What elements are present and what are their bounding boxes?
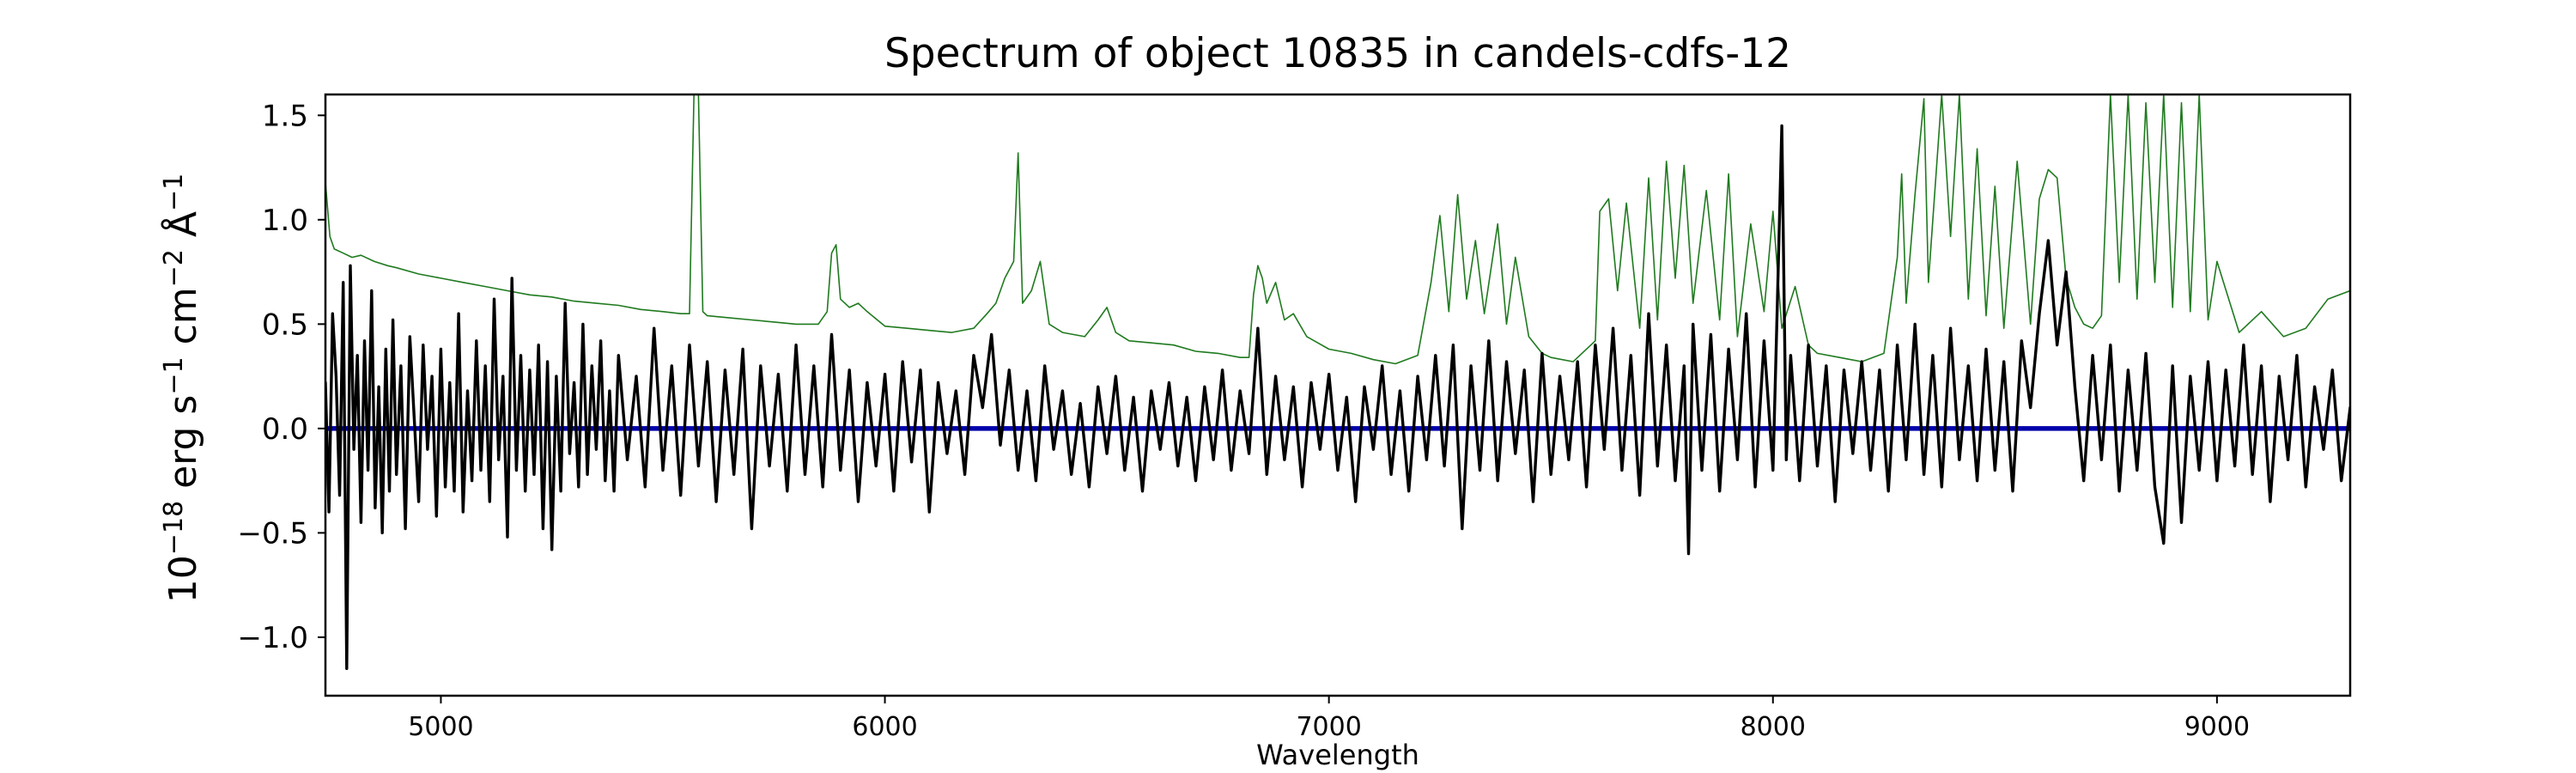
x-tick-label: 6000 [852,712,917,742]
series-group [325,94,2350,671]
y-tick-label: 1.0 [262,204,308,238]
x-tick-label: 9000 [2184,712,2250,742]
y-tick-label: −1.0 [237,621,308,655]
y-axis-label-segment: cm [161,287,205,356]
y-axis-label-superscript: −1 [159,356,189,394]
series-line-1 [325,94,2350,365]
y-axis-label-segment: 10 [161,555,205,603]
y-axis-label-superscript: −18 [159,501,189,555]
x-axis-label: Wavelength [1256,739,1419,771]
y-axis-label-segment: Å [160,211,205,249]
y-tick-label: 0.5 [262,307,308,342]
series-line-3 [325,124,2350,671]
chart-title: Spectrum of object 10835 in candels-cdfs… [884,30,1791,77]
plot-frame [324,93,2352,697]
x-tick-label: 5000 [408,712,473,742]
x-tick-label: 8000 [1741,712,1806,742]
y-axis-label: 10−18 erg s−1 cm−2 Å−1 [159,173,205,603]
y-axis-label-segment: erg s [161,395,205,501]
y-tick-label: 1.5 [262,99,308,133]
y-tick-label: −0.5 [237,516,308,551]
plot-area: 5000 6000 7000 8000 9000 −1.0 −0.5 0.0 0.5 1.0 1.5 [237,93,2352,742]
y-axis-label-superscript: −1 [159,173,189,211]
x-tick-label: 7000 [1296,712,1361,742]
y-axis-label-superscript: −2 [159,249,189,287]
y-tick-label: 0.0 [262,412,308,447]
